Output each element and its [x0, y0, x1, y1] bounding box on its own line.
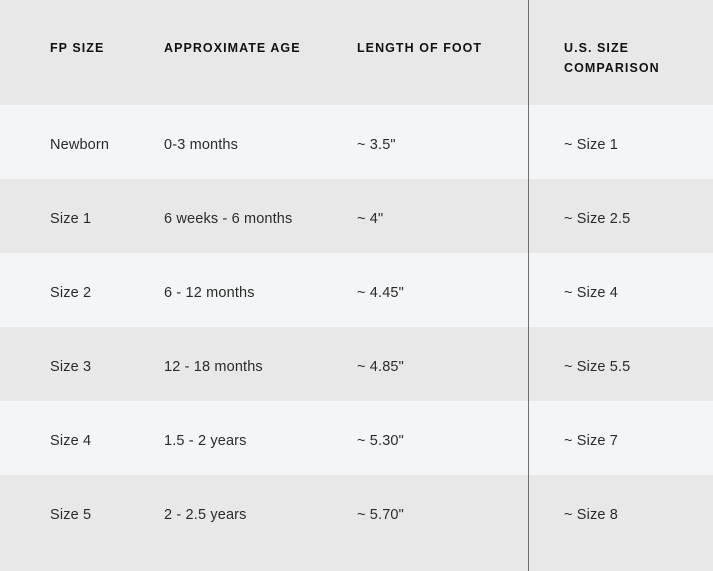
cell-length-of-foot: ~ 4.85": [357, 359, 404, 375]
cell-length-of-foot: ~ 4.45": [357, 285, 404, 301]
cell-fp-size: Size 1: [50, 211, 92, 227]
cell-us-size-comparison: ~ Size 4: [564, 285, 618, 301]
column-header-fp-size: FP SIZE: [50, 41, 105, 55]
cell-approximate-age: 6 - 12 months: [164, 285, 255, 301]
column-header-us-size-line2: COMPARISON: [564, 61, 660, 75]
table-row: Size 2 6 - 12 months ~ 4.45" ~ Size 4: [0, 253, 713, 327]
column-divider: [528, 0, 529, 571]
cell-us-size-comparison: ~ Size 1: [564, 137, 618, 153]
cell-length-of-foot: ~ 5.70": [357, 507, 404, 523]
column-header-length-of-foot: LENGTH OF FOOT: [357, 41, 483, 55]
table-row: Newborn 0-3 months ~ 3.5" ~ Size 1: [0, 105, 713, 179]
cell-approximate-age: 12 - 18 months: [164, 359, 263, 375]
cell-us-size-comparison: ~ Size 7: [564, 433, 618, 449]
column-header-us-size-line1: U.S. SIZE: [564, 41, 630, 55]
table-row: Size 3 12 - 18 months ~ 4.85" ~ Size 5.5: [0, 327, 713, 401]
table-row: Size 1 6 weeks - 6 months ~ 4" ~ Size 2.…: [0, 179, 713, 253]
cell-fp-size: Size 4: [50, 433, 92, 449]
cell-approximate-age: 2 - 2.5 years: [164, 507, 247, 523]
cell-length-of-foot: ~ 4": [357, 211, 384, 227]
cell-approximate-age: 6 weeks - 6 months: [164, 211, 293, 227]
column-header-approximate-age: APPROXIMATE AGE: [164, 41, 301, 55]
table-row: Size 4 1.5 - 2 years ~ 5.30" ~ Size 7: [0, 401, 713, 475]
cell-us-size-comparison: ~ Size 5.5: [564, 359, 631, 375]
cell-length-of-foot: ~ 5.30": [357, 433, 404, 449]
cell-fp-size: Size 3: [50, 359, 92, 375]
cell-approximate-age: 0-3 months: [164, 137, 239, 153]
cell-us-size-comparison: ~ Size 8: [564, 507, 618, 523]
cell-us-size-comparison: ~ Size 2.5: [564, 211, 631, 227]
table-header-row: FP SIZE APPROXIMATE AGE LENGTH OF FOOT U…: [0, 0, 713, 105]
cell-length-of-foot: ~ 3.5": [357, 137, 396, 153]
table-row: Size 5 2 - 2.5 years ~ 5.70" ~ Size 8: [0, 475, 713, 571]
cell-fp-size: Newborn: [50, 137, 110, 153]
cell-fp-size: Size 2: [50, 285, 92, 301]
cell-approximate-age: 1.5 - 2 years: [164, 433, 247, 449]
cell-fp-size: Size 5: [50, 507, 92, 523]
column-header-us-size-comparison: U.S. SIZE COMPARISON: [564, 38, 704, 78]
